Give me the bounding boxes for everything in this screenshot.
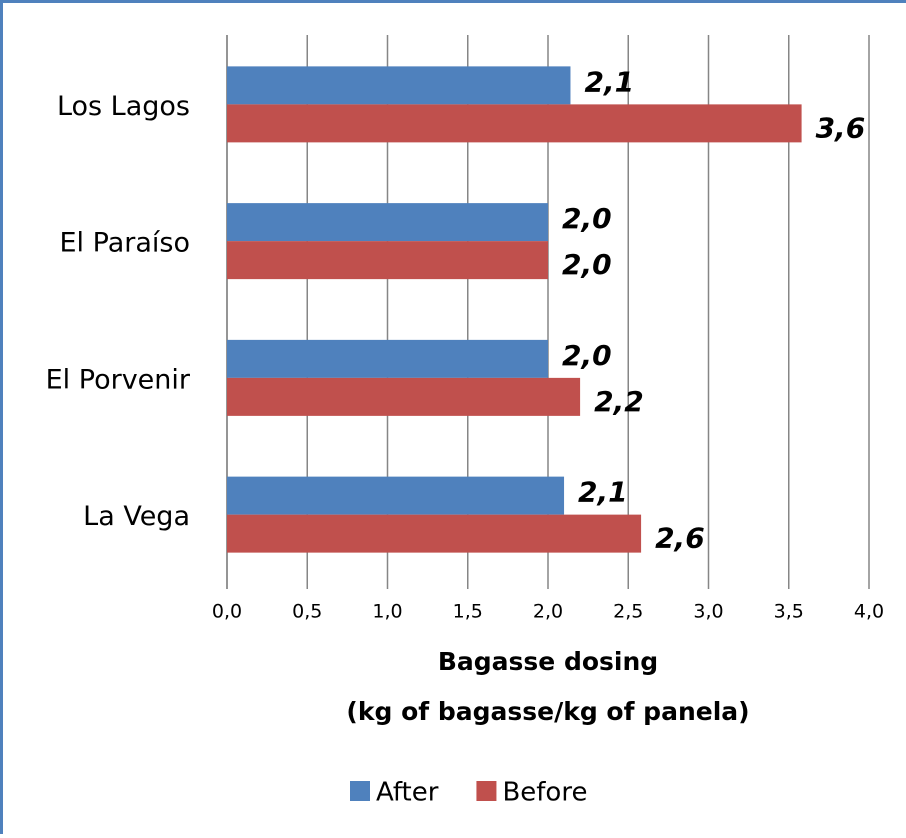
value-label: 3,6 xyxy=(816,111,866,144)
value-label: 2,6 xyxy=(655,522,705,555)
y-tick-label: El Porvenir xyxy=(46,364,191,395)
value-label: 2,1 xyxy=(584,65,634,98)
legend-label: After xyxy=(376,778,439,808)
y-tick-label: La Vega xyxy=(83,501,190,532)
value-label: 2,2 xyxy=(594,385,644,418)
value-label: 2,0 xyxy=(562,339,612,372)
x-axis-title: (kg of bagasse/kg of panela) xyxy=(346,697,749,726)
x-tick-label: 1,0 xyxy=(372,601,402,623)
x-tick-label: 0,0 xyxy=(212,601,242,623)
x-tick-label: 3,0 xyxy=(693,601,723,623)
value-label: 2,0 xyxy=(562,202,612,235)
legend-swatch xyxy=(350,781,370,801)
bar xyxy=(227,241,548,280)
x-tick-label: 0,5 xyxy=(292,601,322,623)
bar xyxy=(227,377,581,416)
x-tick-label: 4,0 xyxy=(854,601,884,623)
y-tick-label: El Paraíso xyxy=(60,228,191,259)
legend-label: Before xyxy=(502,778,587,808)
x-tick-label: 2,0 xyxy=(533,601,563,623)
x-axis-title: Bagasse dosing xyxy=(438,647,658,676)
value-label: 2,0 xyxy=(562,248,612,281)
x-tick-label: 3,5 xyxy=(774,601,804,623)
bar xyxy=(227,476,565,515)
value-label: 2,1 xyxy=(578,476,628,509)
legend-swatch xyxy=(476,781,497,801)
bar xyxy=(227,66,571,105)
y-tick-label: Los Lagos xyxy=(57,91,190,122)
bar xyxy=(227,203,548,242)
bar xyxy=(227,339,548,378)
bar xyxy=(227,514,642,553)
x-tick-label: 2,5 xyxy=(613,601,643,623)
x-tick-label: 1,5 xyxy=(453,601,483,623)
bar xyxy=(227,104,802,143)
